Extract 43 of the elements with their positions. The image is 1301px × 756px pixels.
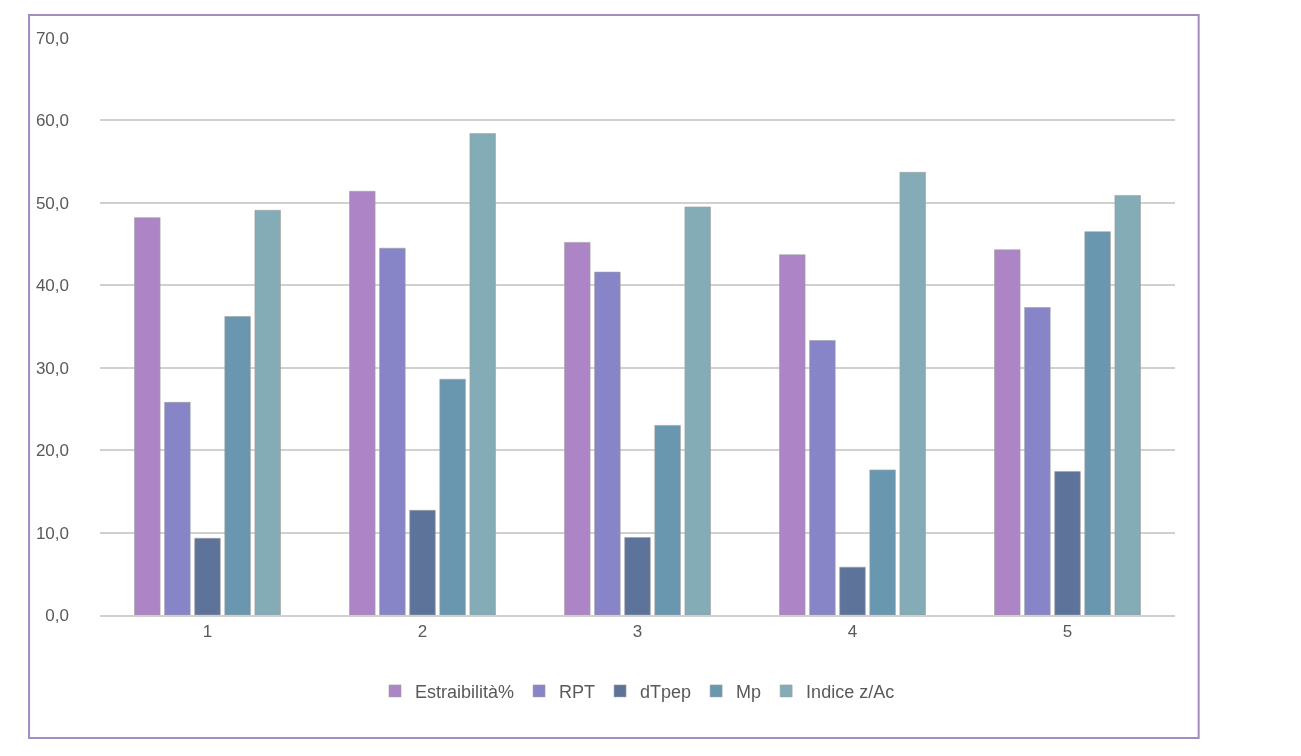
x-tick-label: 4 [847, 622, 858, 642]
bar [1024, 307, 1051, 615]
x-tick-label: 1 [202, 622, 213, 642]
y-tick-label: 30,0 [35, 358, 69, 378]
y-tick-label: 0,0 [45, 605, 69, 625]
x-tick-label: 2 [417, 622, 428, 642]
bar [1054, 471, 1081, 615]
bar [439, 378, 466, 615]
x-tick-label: 5 [1062, 622, 1073, 642]
bar [379, 247, 406, 615]
bar [134, 217, 161, 615]
bar [194, 538, 221, 615]
y-tick-label: 20,0 [35, 441, 69, 461]
bar [684, 206, 711, 615]
y-tick-label: 70,0 [35, 28, 69, 48]
bar [564, 242, 591, 615]
bar [409, 510, 436, 615]
x-tick-label: 3 [632, 622, 643, 642]
bar [1084, 231, 1111, 615]
y-tick-label: 50,0 [35, 193, 69, 213]
bar [254, 209, 281, 615]
legend-label: Mp [736, 681, 762, 702]
bar [224, 316, 251, 615]
bar [869, 469, 896, 615]
bar [594, 271, 621, 615]
bar [994, 249, 1021, 615]
bar [1114, 195, 1141, 615]
legend-label: Indice z/Ac [806, 681, 895, 702]
bar [624, 537, 651, 615]
y-tick-label: 60,0 [35, 111, 69, 131]
y-tick-label: 10,0 [35, 523, 69, 543]
bar [469, 133, 496, 615]
bar [349, 191, 376, 615]
legend-label: dTpep [640, 681, 692, 702]
bar [779, 254, 806, 615]
bar [164, 402, 191, 615]
y-tick-label: 40,0 [35, 276, 69, 296]
bar [654, 425, 681, 615]
legend-label: Estraibilità% [415, 681, 515, 702]
bar [839, 566, 866, 615]
bar [809, 340, 836, 615]
bar [899, 172, 926, 615]
legend-label: RPT [559, 681, 596, 702]
